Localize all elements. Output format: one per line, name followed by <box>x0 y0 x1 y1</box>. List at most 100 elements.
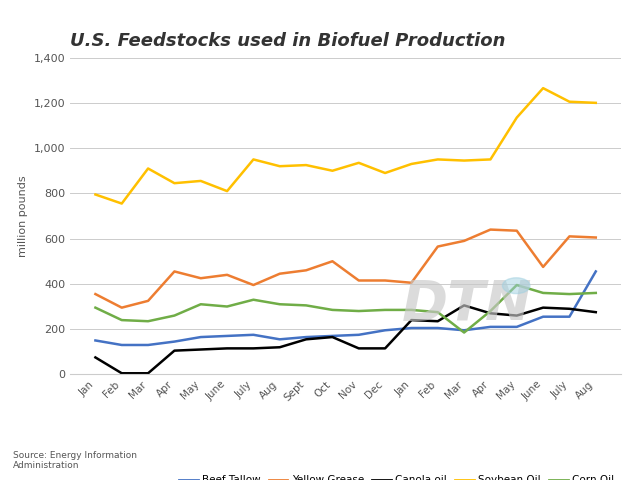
Soybean Oil <box>355 160 363 166</box>
Y-axis label: million pounds: million pounds <box>19 175 28 257</box>
Canola oil <box>460 302 468 308</box>
Corn Oil <box>355 308 363 314</box>
Soybean Oil <box>434 156 442 162</box>
Corn Oil <box>566 291 573 297</box>
Yellow Grease <box>513 228 520 234</box>
Yellow Grease <box>434 244 442 250</box>
Canola oil <box>118 371 125 376</box>
Canola oil <box>144 371 152 376</box>
Beef Tallow <box>197 334 205 340</box>
Beef Tallow <box>540 314 547 320</box>
Soybean Oil <box>381 170 389 176</box>
Corn Oil <box>486 308 494 314</box>
Canola oil <box>302 336 310 342</box>
Canola oil <box>92 355 99 360</box>
Corn Oil <box>592 290 600 296</box>
Corn Oil <box>434 309 442 315</box>
Soybean Oil <box>276 163 284 169</box>
Yellow Grease <box>408 280 415 286</box>
Beef Tallow <box>328 333 336 339</box>
Yellow Grease <box>381 277 389 283</box>
Beef Tallow <box>408 325 415 331</box>
Corn Oil <box>250 297 257 302</box>
Line: Yellow Grease: Yellow Grease <box>95 229 596 308</box>
Yellow Grease <box>355 277 363 283</box>
Corn Oil <box>92 305 99 311</box>
Corn Oil <box>118 317 125 323</box>
Soybean Oil <box>197 178 205 184</box>
Legend: Beef Tallow, Yellow Grease, Canola oil, Soybean Oil, Corn Oil: Beef Tallow, Yellow Grease, Canola oil, … <box>175 471 618 480</box>
Canola oil <box>434 318 442 324</box>
Beef Tallow <box>118 342 125 348</box>
Beef Tallow <box>513 324 520 330</box>
Line: Beef Tallow: Beef Tallow <box>95 272 596 345</box>
Yellow Grease <box>302 267 310 273</box>
Beef Tallow <box>566 314 573 320</box>
Canola oil <box>276 344 284 350</box>
Beef Tallow <box>355 332 363 338</box>
Soybean Oil <box>92 192 99 197</box>
Beef Tallow <box>171 339 179 345</box>
Canola oil <box>197 347 205 352</box>
Soybean Oil <box>144 166 152 171</box>
Soybean Oil <box>223 188 231 194</box>
Soybean Oil <box>513 115 520 120</box>
Corn Oil <box>381 307 389 313</box>
Yellow Grease <box>197 276 205 281</box>
Canola oil <box>223 346 231 351</box>
Canola oil <box>408 317 415 323</box>
Soybean Oil <box>328 168 336 174</box>
Beef Tallow <box>486 324 494 330</box>
Yellow Grease <box>566 233 573 239</box>
Text: U.S. Feedstocks used in Biofuel Production: U.S. Feedstocks used in Biofuel Producti… <box>70 33 506 50</box>
Corn Oil <box>328 307 336 313</box>
Soybean Oil <box>460 158 468 164</box>
Beef Tallow <box>276 336 284 342</box>
Yellow Grease <box>223 272 231 278</box>
Canola oil <box>592 309 600 315</box>
Yellow Grease <box>486 227 494 232</box>
Soybean Oil <box>486 156 494 162</box>
Corn Oil <box>302 302 310 308</box>
Corn Oil <box>144 318 152 324</box>
Corn Oil <box>223 304 231 310</box>
Canola oil <box>171 348 179 353</box>
Canola oil <box>540 305 547 311</box>
Canola oil <box>381 346 389 351</box>
Yellow Grease <box>540 264 547 270</box>
Canola oil <box>513 312 520 318</box>
Line: Soybean Oil: Soybean Oil <box>95 88 596 204</box>
Beef Tallow <box>223 333 231 339</box>
Canola oil <box>566 306 573 312</box>
Corn Oil <box>540 290 547 296</box>
Beef Tallow <box>434 325 442 331</box>
Beef Tallow <box>144 342 152 348</box>
Line: Canola oil: Canola oil <box>95 305 596 373</box>
Text: Source: Energy Information
Administration: Source: Energy Information Administratio… <box>13 451 137 470</box>
Beef Tallow <box>381 327 389 333</box>
Soybean Oil <box>592 100 600 106</box>
Yellow Grease <box>144 298 152 304</box>
Yellow Grease <box>250 282 257 288</box>
Yellow Grease <box>171 269 179 275</box>
Beef Tallow <box>592 269 600 275</box>
Beef Tallow <box>302 334 310 340</box>
Corn Oil <box>171 312 179 318</box>
Soybean Oil <box>302 162 310 168</box>
Corn Oil <box>513 282 520 288</box>
Canola oil <box>486 311 494 316</box>
Soybean Oil <box>566 99 573 105</box>
Yellow Grease <box>592 235 600 240</box>
Soybean Oil <box>250 156 257 162</box>
Corn Oil <box>460 330 468 336</box>
Text: DTN: DTN <box>401 278 532 332</box>
Canola oil <box>328 334 336 340</box>
Yellow Grease <box>118 305 125 311</box>
Corn Oil <box>408 307 415 313</box>
Corn Oil <box>197 301 205 307</box>
Beef Tallow <box>460 327 468 333</box>
Soybean Oil <box>408 161 415 167</box>
Soybean Oil <box>171 180 179 186</box>
Beef Tallow <box>250 332 257 338</box>
Yellow Grease <box>276 271 284 276</box>
